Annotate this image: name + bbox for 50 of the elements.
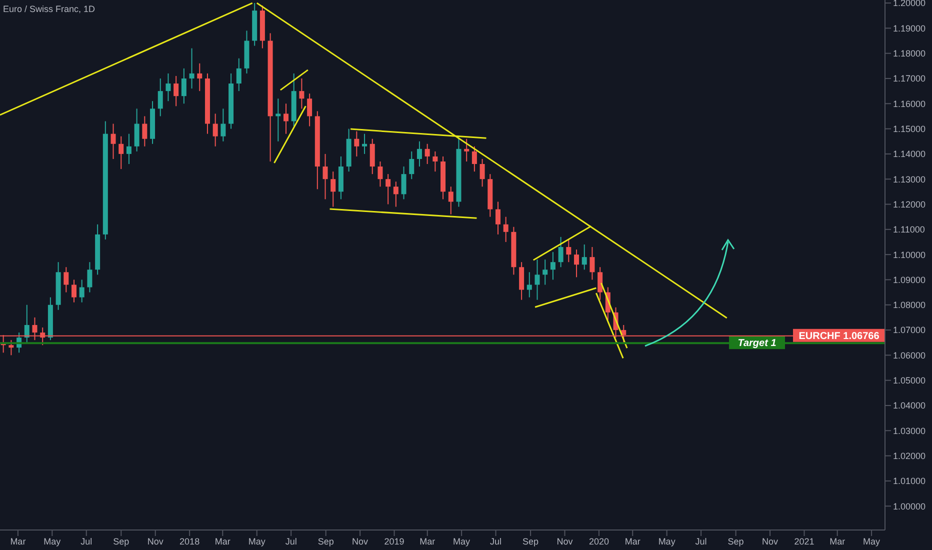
x-tick-label: Nov <box>762 536 779 546</box>
y-tick-label: 1.03000 <box>893 426 926 436</box>
y-tick-label: 1.19000 <box>893 23 926 34</box>
y-tick-label: 1.09000 <box>893 274 926 285</box>
y-tick-label: 1.04000 <box>893 400 926 411</box>
y-tick-label: 1.15000 <box>893 124 926 134</box>
y-tick-label: 1.05000 <box>893 376 926 386</box>
x-tick-label: Nov <box>556 536 574 546</box>
y-tick-label: 1.17000 <box>893 74 926 84</box>
x-tick-label: Mar <box>420 536 436 546</box>
x-tick-label: Jul <box>80 536 92 546</box>
y-tick-label: 1.13000 <box>893 174 926 184</box>
x-tick-label: Mar <box>624 536 640 546</box>
y-tick-label: 1.10000 <box>893 250 926 260</box>
y-tick-label: 1.12000 <box>893 199 926 210</box>
x-tick-label: Jul <box>695 536 707 546</box>
y-tick-label: 1.02000 <box>893 450 926 461</box>
x-tick-label: May <box>44 536 62 546</box>
x-tick-label: Sep <box>522 536 539 546</box>
y-tick-label: 1.11000 <box>893 224 925 235</box>
x-tick-label: Sep <box>318 536 334 546</box>
x-tick-label: May <box>658 536 676 546</box>
ref-line-label: EURCHF 1.06766 <box>798 330 880 342</box>
x-tick-label: 2019 <box>384 536 404 546</box>
x-tick-label: 2021 <box>794 536 814 546</box>
x-tick-label: May <box>453 536 471 546</box>
x-tick-label: 2018 <box>180 536 200 546</box>
x-tick-label: Jul <box>490 536 502 546</box>
y-tick-label: 1.18000 <box>893 48 926 59</box>
x-tick-label: May <box>863 536 881 546</box>
y-tick-label: 1.01000 <box>893 476 926 486</box>
x-tick-label: Sep <box>728 536 744 546</box>
y-tick-label: 1.14000 <box>893 149 926 160</box>
text: Euro / Swiss Franc, 1D <box>3 4 96 14</box>
x-tick-label: 2020 <box>588 536 609 546</box>
x-tick-label: Mar <box>214 536 230 546</box>
x-tick-label: Nov <box>352 536 369 546</box>
y-tick-label: 1.20000 <box>893 0 926 8</box>
x-tick-label: Sep <box>113 536 130 546</box>
y-tick-label: 1.16000 <box>893 98 926 109</box>
y-tick-label: 1.00000 <box>893 501 926 512</box>
ref-line-label: Target 1 <box>738 338 777 350</box>
y-tick-label: 1.06000 <box>893 350 926 360</box>
x-tick-label: Nov <box>147 536 164 546</box>
x-tick-label: Mar <box>10 536 26 546</box>
x-tick-label: May <box>248 536 266 546</box>
y-tick-label: 1.08000 <box>893 300 926 310</box>
x-tick-label: Mar <box>830 536 846 546</box>
x-tick-label: Jul <box>285 536 297 546</box>
y-tick-label: 1.07000 <box>893 325 926 336</box>
